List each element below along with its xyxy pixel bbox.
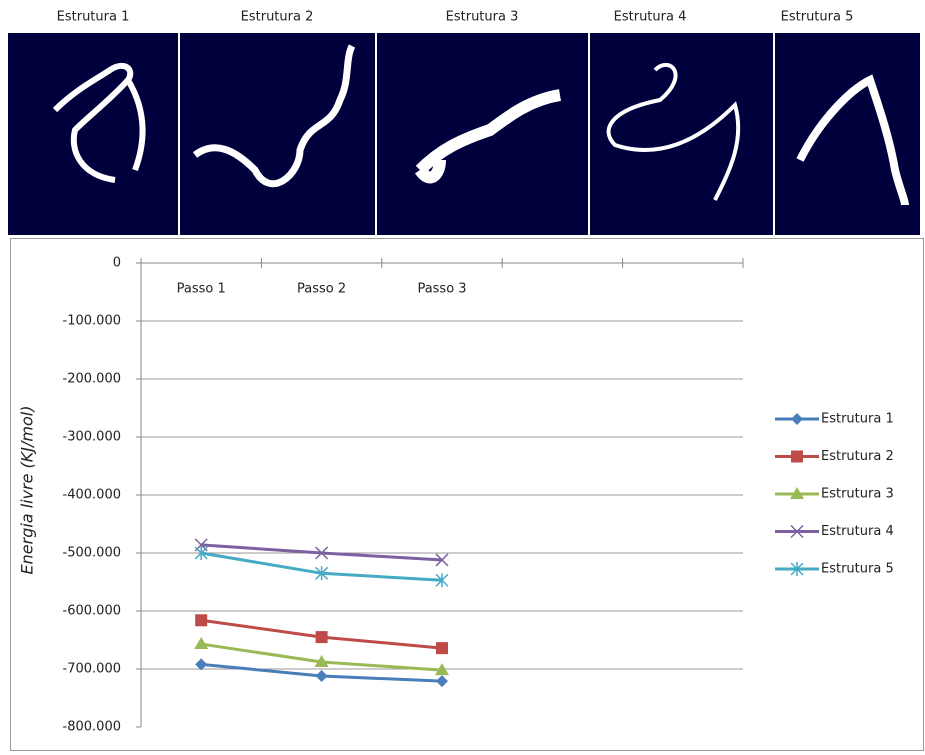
- y-tick-label: -600.000: [63, 604, 121, 619]
- legend-label: Estrutura 1: [821, 412, 894, 427]
- data-point: [194, 637, 208, 649]
- data-point: [436, 642, 448, 654]
- legend-label: Estrutura 4: [821, 524, 894, 539]
- legend-marker: [791, 413, 803, 425]
- figure: Energia livre (KJ/mol) Estrutura 1 Estrut…: [0, 0, 925, 751]
- x-tick-label: Passo 2: [297, 282, 346, 297]
- data-point: [316, 631, 328, 643]
- x-tick-label: Passo 3: [417, 282, 466, 297]
- y-tick-label: -700.000: [63, 662, 121, 677]
- data-point: [436, 675, 448, 687]
- y-tick-label: -100.000: [63, 314, 121, 329]
- structure-panels: [8, 33, 920, 235]
- y-tick-label: 0: [113, 256, 121, 271]
- legend-label: Estrutura 2: [821, 449, 894, 464]
- legend-label: Estrutura 5: [821, 562, 894, 577]
- legend-marker: [791, 451, 803, 463]
- panel: [590, 33, 773, 235]
- data-point: [195, 614, 207, 626]
- panel-title: Estrutura 5: [781, 10, 854, 25]
- y-tick-label: -200.000: [63, 372, 121, 387]
- panel-title: Estrutura 2: [241, 10, 314, 25]
- legend-label: Estrutura 3: [821, 487, 894, 502]
- y-axis-title: Energia livre (KJ/mol): [18, 406, 37, 575]
- y-tick-label: -500.000: [63, 546, 121, 561]
- y-tick-label: -300.000: [63, 430, 121, 445]
- panel: [775, 33, 920, 235]
- panel-title: Estrutura 3: [446, 10, 519, 25]
- y-tick-label: -400.000: [63, 488, 121, 503]
- y-tick-label: -800.000: [63, 720, 121, 735]
- x-tick-label: Passo 1: [177, 282, 226, 297]
- panel-title: Estrutura 4: [614, 10, 687, 25]
- panel: [8, 33, 178, 235]
- data-point: [316, 670, 328, 682]
- panel-title: Estrutura 1: [57, 10, 130, 25]
